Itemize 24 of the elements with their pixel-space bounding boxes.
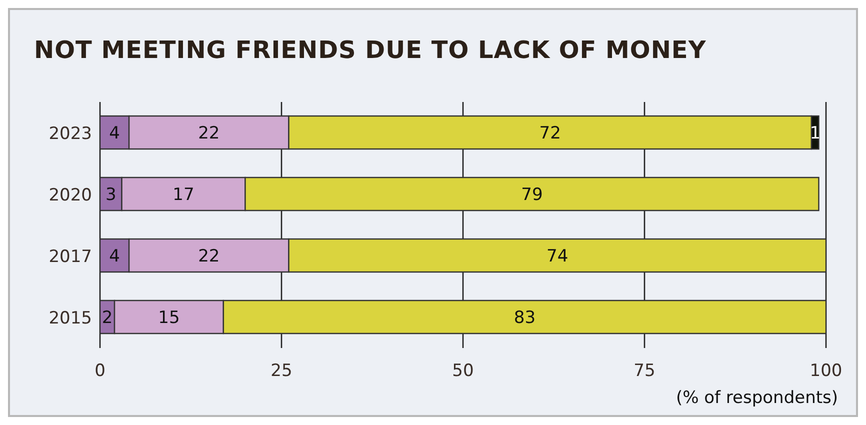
data-label: 74 [546,246,568,267]
x-tick-label: 100 [810,361,842,382]
data-label: 15 [158,308,180,328]
y-tick-label: 2017 [48,246,92,267]
data-label: 4 [109,124,120,144]
data-label: 1 [810,124,821,144]
y-tick-label: 2015 [48,308,92,328]
data-label: 22 [198,246,220,267]
data-label: 79 [521,185,543,206]
x-tick-label: 50 [452,361,474,382]
x-tick-label: 25 [270,361,292,382]
data-label: 4 [109,246,120,267]
data-label: 3 [105,185,116,206]
chart-title: NOT MEETING FRIENDS DUE TO LACK OF MONEY [34,36,706,64]
x-axis-title: (% of respondents) [676,388,838,408]
data-label: 83 [514,308,536,328]
x-tick-label: 75 [634,361,656,382]
data-label: 22 [198,124,220,144]
y-tick-label: 2020 [48,185,92,206]
x-tick-label: 0 [94,361,106,382]
data-label: 72 [539,124,561,144]
data-label: 2 [102,308,113,328]
y-tick-label: 2023 [48,124,92,144]
data-label: 17 [172,185,194,206]
